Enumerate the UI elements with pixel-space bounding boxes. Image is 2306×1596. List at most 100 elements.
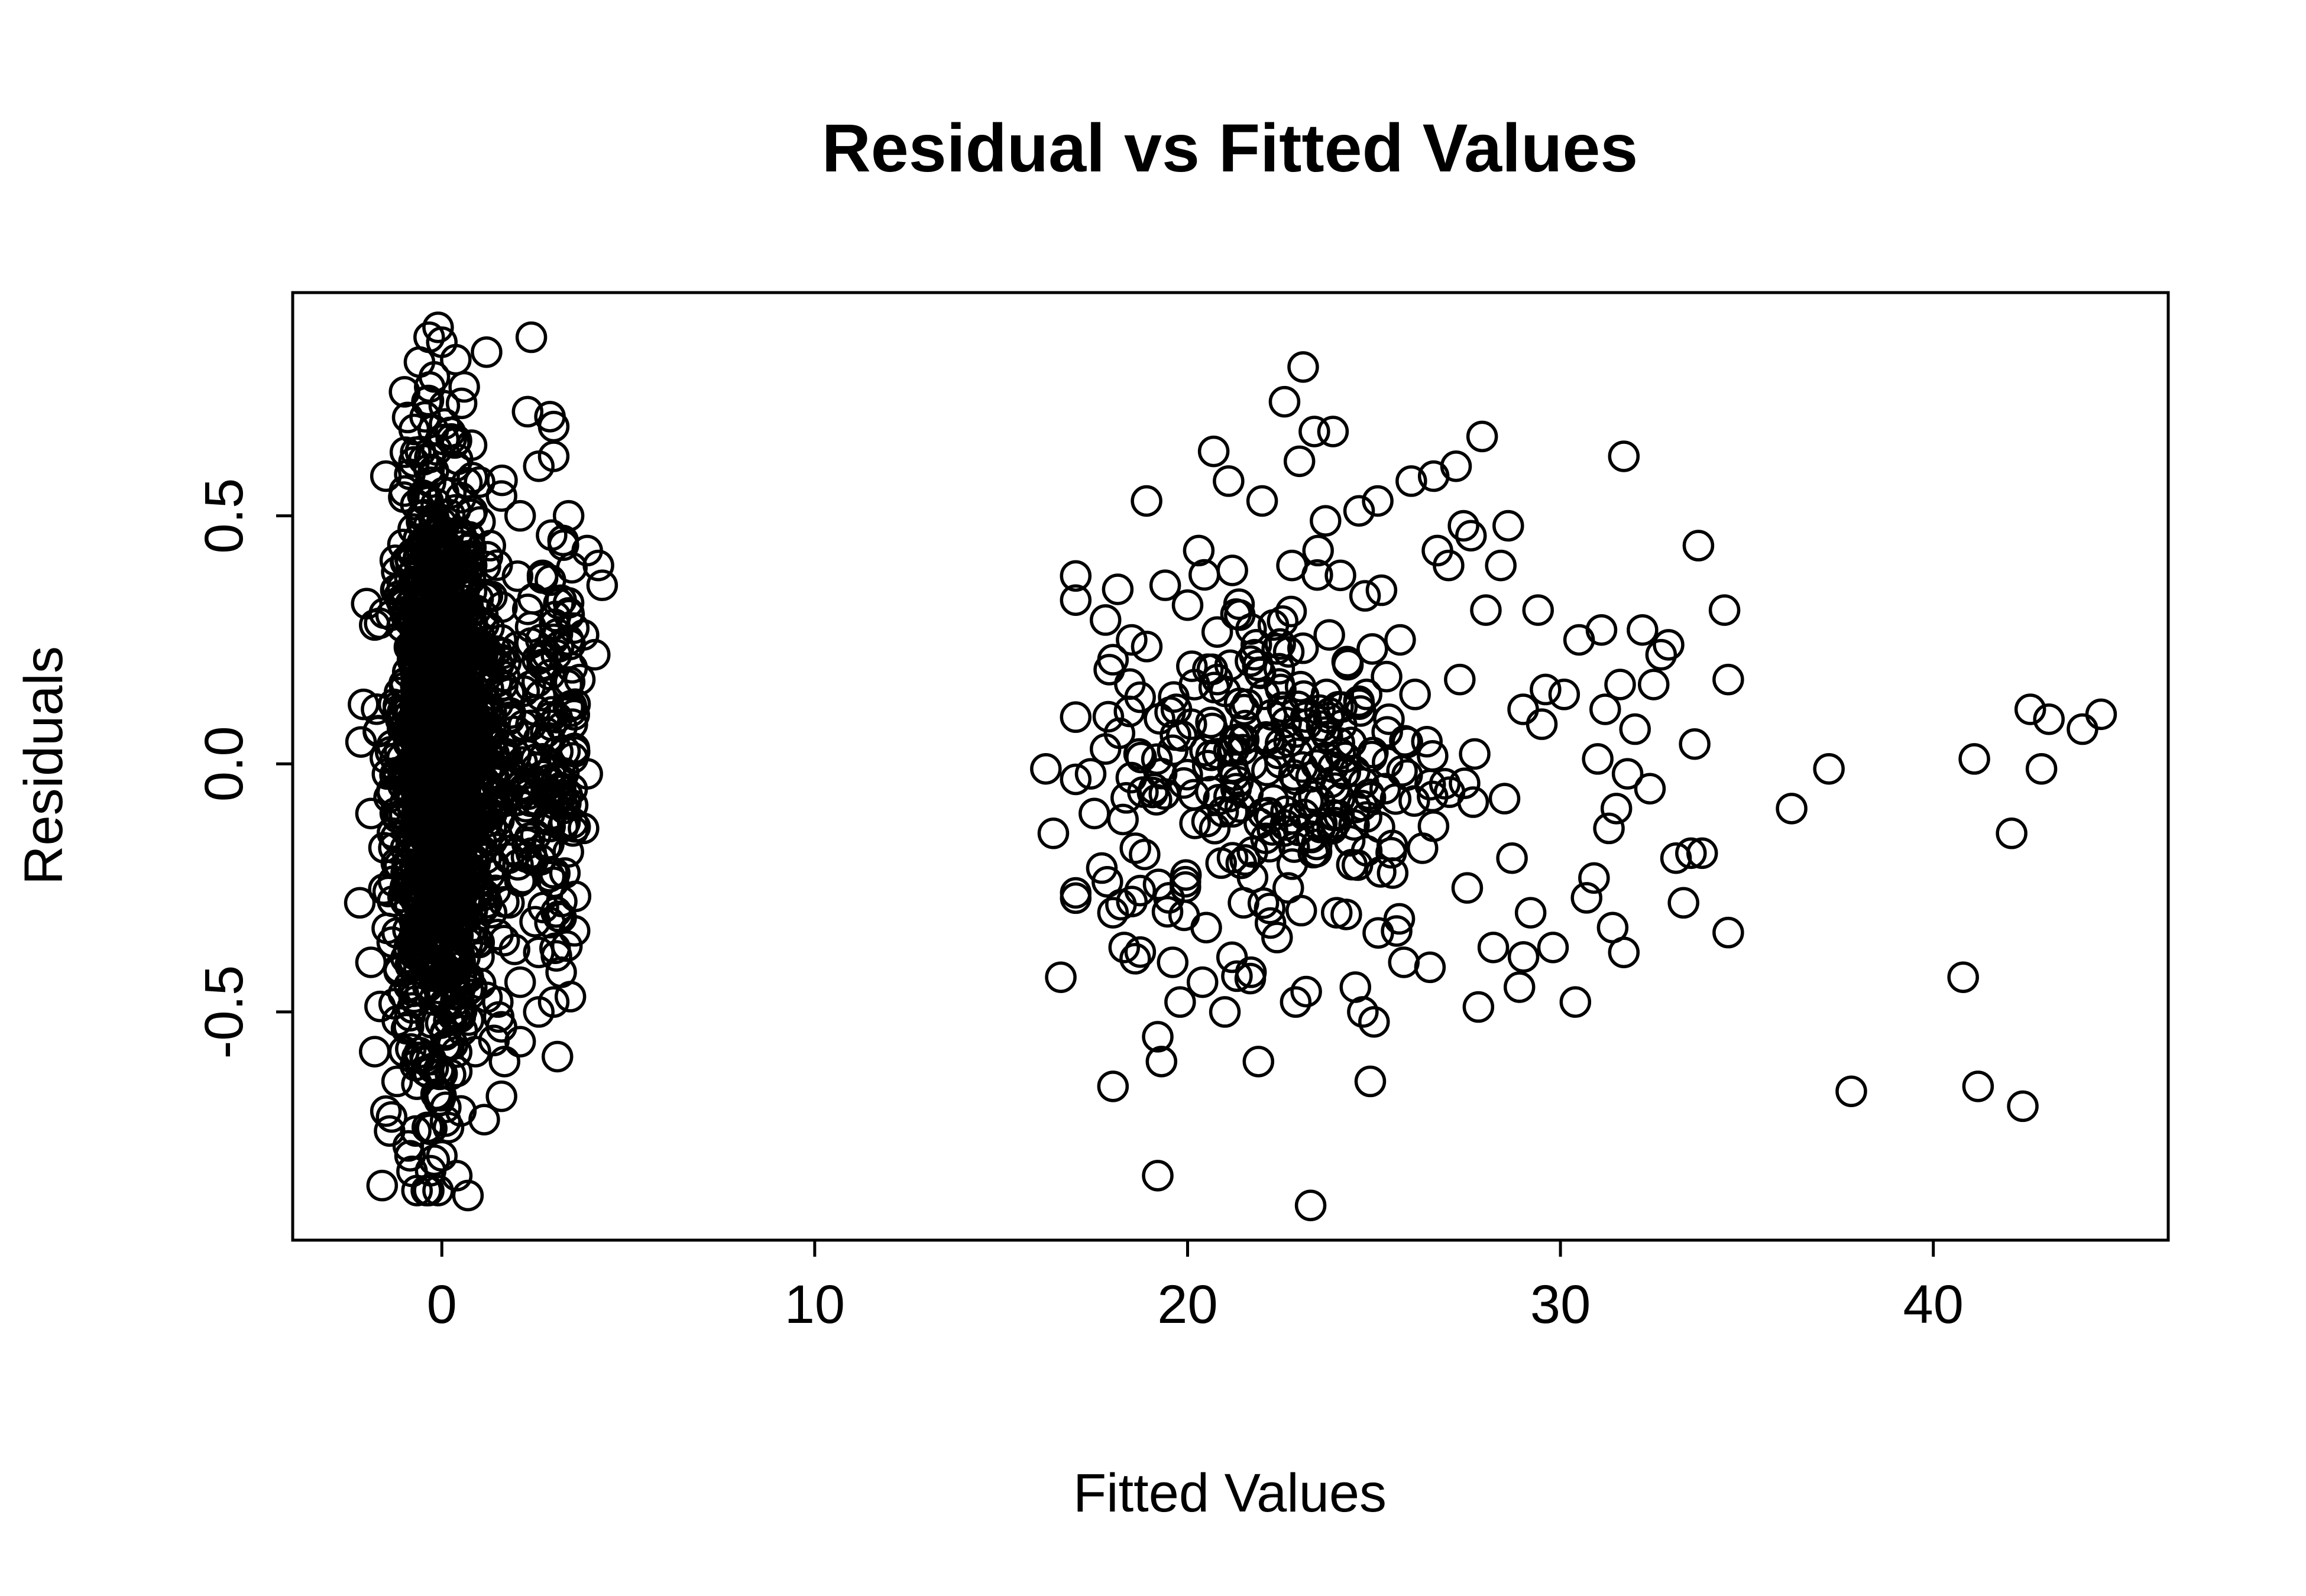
data-point: [1362, 485, 1394, 517]
data-point: [502, 849, 534, 881]
data-point: [1329, 741, 1361, 773]
data-point: [536, 519, 568, 552]
data-point: [1114, 668, 1146, 700]
data-point: [1455, 520, 1487, 552]
data-point: [1190, 911, 1222, 944]
data-point: [1188, 559, 1220, 591]
data-point: [1203, 784, 1235, 816]
data-point: [1503, 971, 1536, 1003]
data-point: [412, 384, 445, 417]
data-point: [1119, 832, 1151, 864]
data-point: [1097, 644, 1129, 676]
data-point: [1507, 693, 1539, 725]
data-point: [515, 321, 548, 353]
data-point: [430, 1091, 462, 1124]
data-point: [396, 644, 429, 676]
data-point: [1089, 604, 1122, 636]
data-point: [1116, 885, 1148, 917]
data-point: [1388, 946, 1420, 978]
data-point: [1433, 776, 1466, 808]
data-point: [462, 926, 494, 958]
data-points: [344, 311, 2117, 1222]
data-point: [1362, 917, 1394, 949]
data-point: [1371, 660, 1403, 693]
data-point: [1537, 932, 1569, 964]
data-point: [390, 688, 422, 720]
data-point: [370, 742, 401, 774]
data-point: [524, 679, 557, 712]
data-point: [1345, 695, 1377, 727]
data-point: [1559, 986, 1592, 1018]
data-point: [454, 700, 487, 733]
data-point: [486, 591, 518, 623]
data-point: [1440, 450, 1472, 482]
data-point: [1192, 653, 1224, 685]
data-point: [344, 887, 376, 919]
data-point: [1451, 872, 1484, 904]
data-point: [1611, 758, 1644, 790]
data-point: [469, 550, 501, 582]
data-point: [406, 536, 438, 568]
data-point: [1323, 799, 1355, 832]
data-point: [1399, 679, 1431, 711]
data-point: [1813, 752, 1845, 785]
data-point: [1958, 743, 1990, 775]
data-point: [1608, 936, 1640, 968]
data-point: [552, 499, 585, 532]
data-point: [1492, 510, 1524, 542]
data-point: [397, 875, 429, 907]
data-point: [1283, 445, 1316, 478]
data-point: [1593, 812, 1625, 845]
data-point: [548, 529, 579, 561]
data-point: [1164, 986, 1196, 1018]
x-tick-label: 10: [785, 1274, 845, 1335]
data-point: [358, 1036, 391, 1068]
data-point: [1407, 832, 1439, 864]
data-point: [449, 629, 481, 661]
data-point: [515, 627, 547, 659]
data-point: [1679, 728, 1711, 760]
data-point: [2014, 693, 2046, 725]
data-point: [1223, 588, 1255, 620]
data-point: [519, 784, 551, 816]
data-point: [1097, 1071, 1129, 1102]
data-point: [1324, 559, 1356, 592]
data-point: [1186, 966, 1219, 998]
data-point: [405, 591, 437, 623]
x-tick-label: 30: [1530, 1274, 1591, 1335]
data-point: [546, 885, 578, 917]
data-point: [1269, 809, 1301, 841]
data-point: [1097, 897, 1129, 929]
data-point: [1060, 882, 1092, 914]
data-point: [488, 1046, 520, 1078]
data-point: [537, 440, 570, 472]
data-point: [1667, 887, 1699, 919]
y-axis-label: Residuals: [14, 646, 74, 885]
data-point: [405, 975, 437, 1007]
data-point: [1145, 1046, 1178, 1078]
data-point: [1030, 752, 1062, 785]
data-point: [524, 844, 557, 876]
data-point: [1298, 416, 1330, 447]
data-point: [1343, 685, 1375, 717]
data-point: [1236, 836, 1268, 868]
data-point: [419, 595, 452, 628]
data-point: [1373, 703, 1405, 735]
data-point: [477, 794, 509, 826]
data-point: [1254, 907, 1287, 939]
data-point: [1712, 916, 1744, 949]
data-point: [1108, 932, 1141, 964]
data-point: [485, 1080, 517, 1112]
data-point: [441, 1160, 473, 1192]
data-point: [397, 513, 429, 545]
data-point: [1776, 793, 1808, 825]
data-point: [1365, 856, 1397, 888]
data-point: [1280, 763, 1312, 796]
data-point: [504, 499, 536, 532]
data-point: [423, 877, 455, 909]
data-point: [485, 480, 517, 512]
data-point: [541, 1040, 574, 1073]
data-point: [390, 1013, 423, 1045]
data-point: [1213, 465, 1245, 497]
